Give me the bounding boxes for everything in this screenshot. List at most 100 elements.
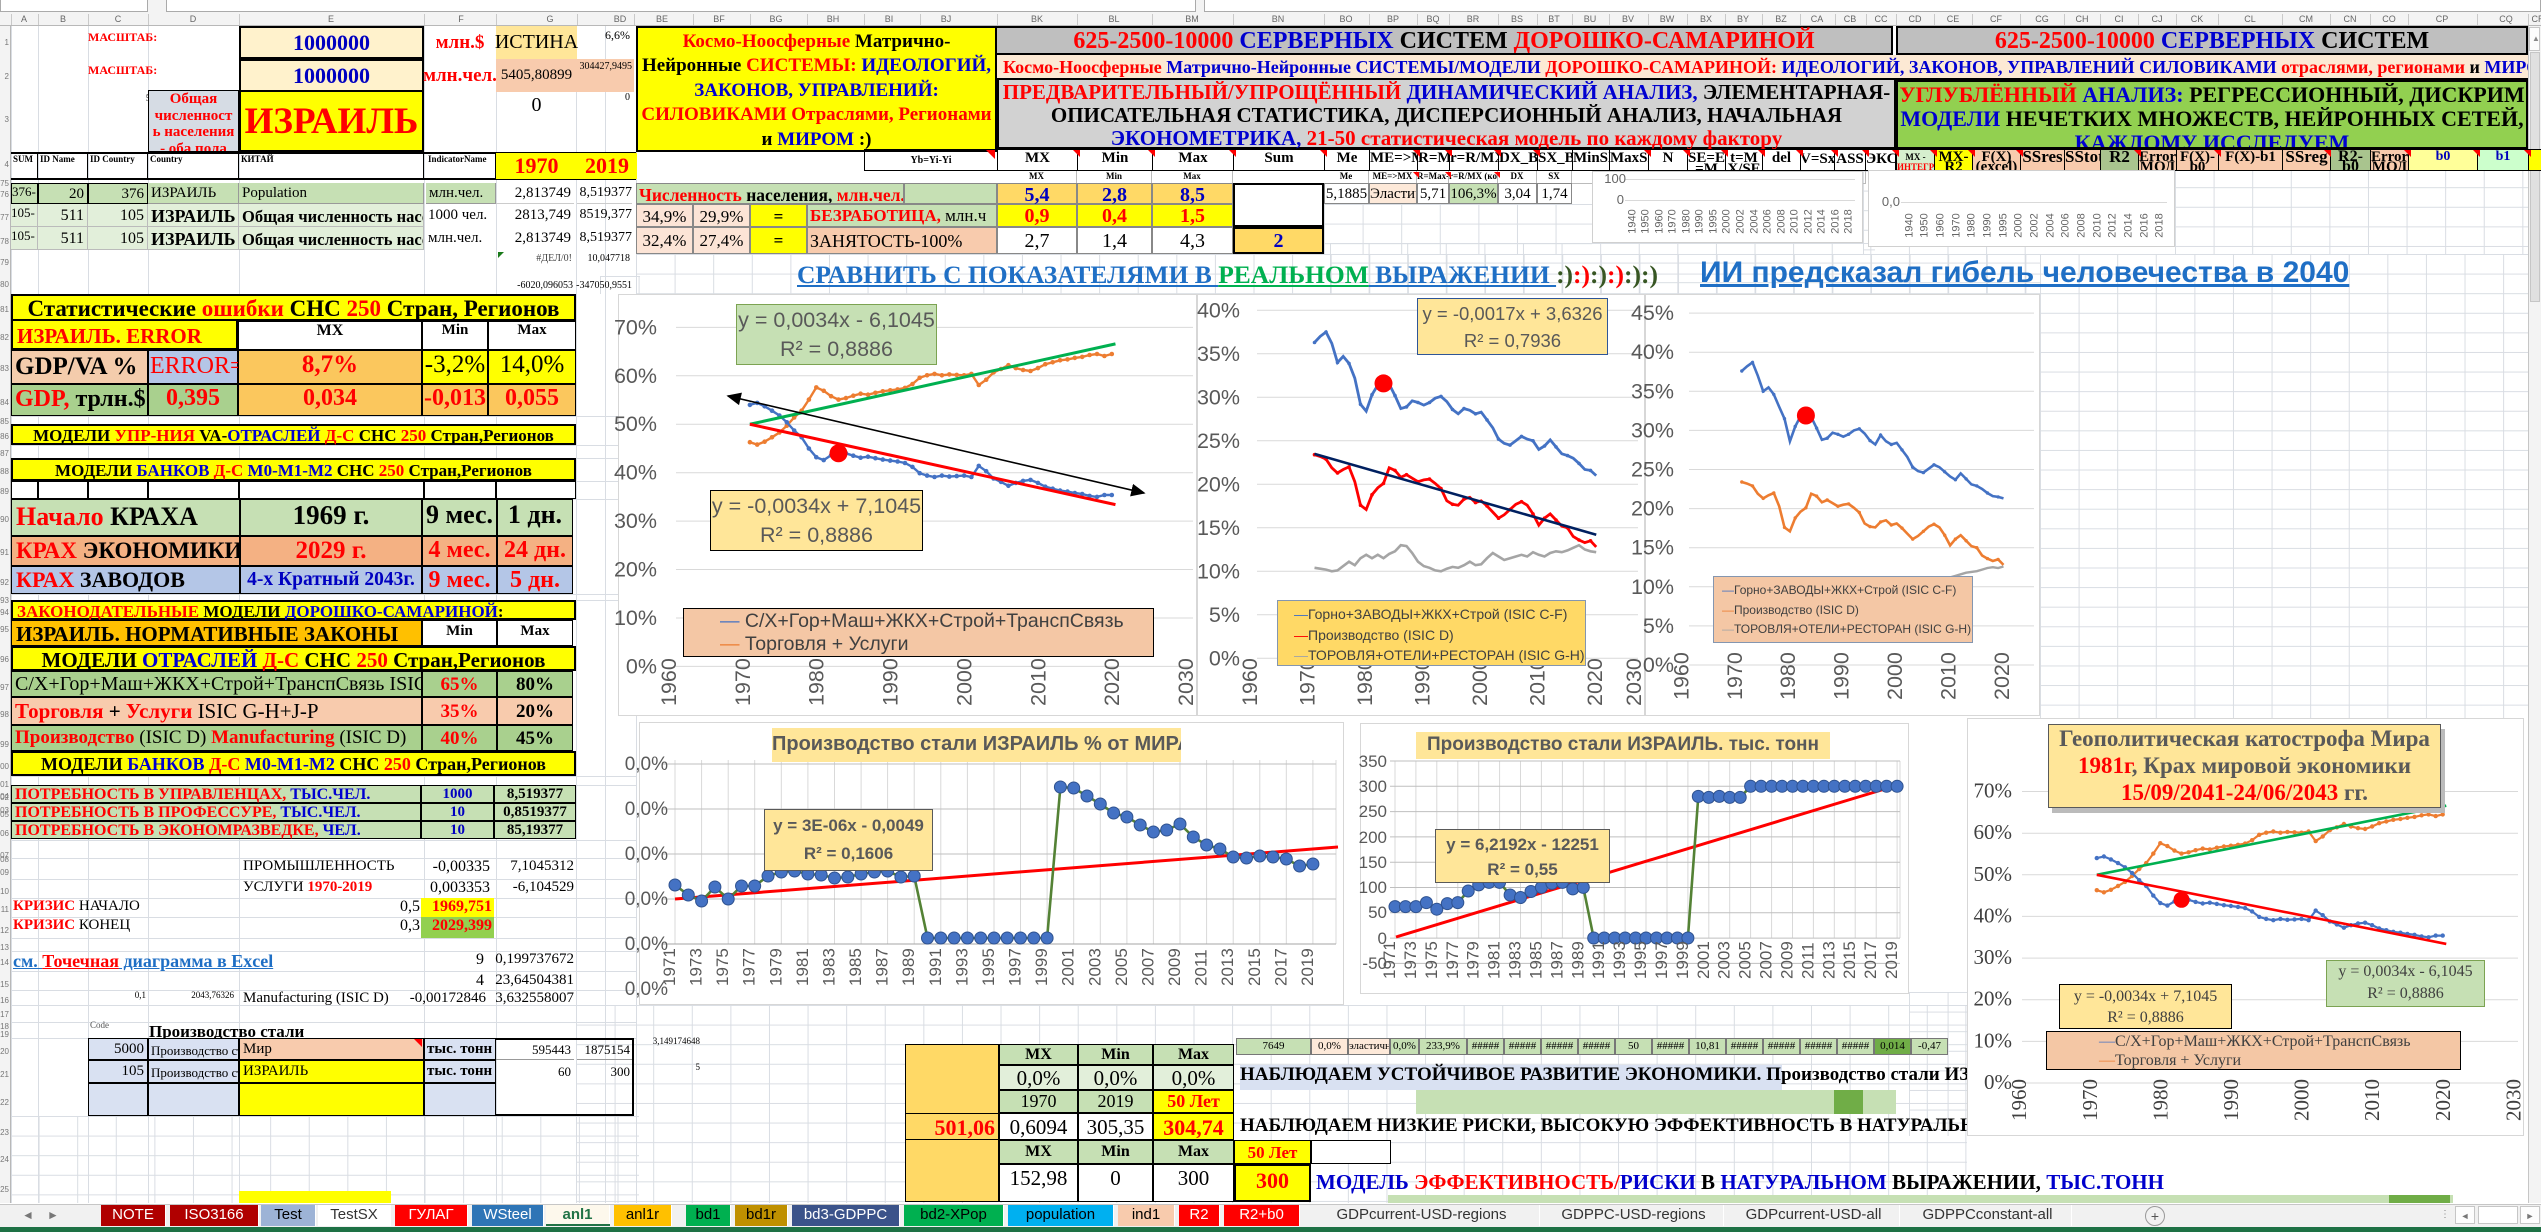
svg-text:2001: 2001 bbox=[1059, 948, 1078, 986]
svg-text:1999: 1999 bbox=[1673, 941, 1692, 979]
svg-text:1985: 1985 bbox=[846, 948, 865, 986]
svg-text:1983: 1983 bbox=[820, 948, 839, 986]
svg-text:2020: 2020 bbox=[1583, 658, 1607, 706]
svg-text:1973: 1973 bbox=[1401, 941, 1420, 979]
svg-text:5%: 5% bbox=[1643, 614, 1674, 638]
svg-text:10%: 10% bbox=[1974, 1028, 2013, 1052]
svg-text:0,0%: 0,0% bbox=[625, 934, 668, 955]
svg-text:2003: 2003 bbox=[1715, 941, 1734, 979]
svg-text:40%: 40% bbox=[1197, 298, 1240, 322]
svg-text:1990: 1990 bbox=[879, 658, 903, 706]
svg-text:1980: 1980 bbox=[805, 658, 829, 706]
svg-text:0,0%: 0,0% bbox=[625, 844, 668, 865]
svg-text:25%: 25% bbox=[1197, 429, 1240, 453]
svg-text:2000: 2000 bbox=[1883, 652, 1907, 700]
svg-text:60%: 60% bbox=[1974, 820, 2013, 844]
svg-text:1990: 1990 bbox=[2219, 1079, 2243, 1121]
svg-text:2007: 2007 bbox=[1138, 948, 1157, 986]
svg-text:20%: 20% bbox=[1974, 987, 2013, 1011]
svg-text:1990: 1990 bbox=[1830, 652, 1854, 700]
svg-text:1960: 1960 bbox=[1238, 658, 1262, 706]
svg-text:40%: 40% bbox=[1974, 903, 2013, 927]
svg-text:2015: 2015 bbox=[1840, 941, 1859, 979]
svg-text:2009: 2009 bbox=[1165, 948, 1184, 986]
svg-text:1991: 1991 bbox=[926, 948, 945, 986]
svg-text:1981: 1981 bbox=[793, 948, 812, 986]
svg-text:30%: 30% bbox=[1197, 385, 1240, 409]
svg-text:35%: 35% bbox=[1631, 379, 1674, 403]
svg-text:15%: 15% bbox=[1197, 516, 1240, 540]
svg-text:40%: 40% bbox=[1631, 340, 1674, 364]
svg-text:1990: 1990 bbox=[1411, 658, 1435, 706]
svg-text:30%: 30% bbox=[1631, 418, 1674, 442]
svg-text:150: 150 bbox=[1359, 853, 1387, 872]
svg-text:1983: 1983 bbox=[1506, 941, 1525, 979]
svg-text:2020: 2020 bbox=[1990, 652, 2014, 700]
svg-text:45%: 45% bbox=[1631, 301, 1674, 325]
svg-text:100: 100 bbox=[1359, 878, 1387, 897]
svg-text:30%: 30% bbox=[614, 509, 657, 533]
svg-text:2015: 2015 bbox=[1245, 948, 1264, 986]
svg-text:20%: 20% bbox=[1631, 497, 1674, 521]
svg-text:40%: 40% bbox=[614, 461, 657, 485]
svg-text:1997: 1997 bbox=[1652, 941, 1671, 979]
svg-text:1979: 1979 bbox=[766, 948, 785, 986]
svg-text:35%: 35% bbox=[1197, 342, 1240, 366]
svg-text:1981: 1981 bbox=[1485, 941, 1504, 979]
svg-text:0: 0 bbox=[1378, 929, 1387, 948]
svg-text:1985: 1985 bbox=[1526, 941, 1545, 979]
svg-text:250: 250 bbox=[1359, 802, 1387, 821]
svg-text:350: 350 bbox=[1359, 752, 1387, 771]
svg-text:2030: 2030 bbox=[1174, 658, 1198, 706]
svg-text:2011: 2011 bbox=[1192, 949, 1211, 986]
svg-text:2020: 2020 bbox=[1100, 658, 1124, 706]
svg-text:0%: 0% bbox=[1984, 1070, 2012, 1094]
svg-text:20%: 20% bbox=[614, 558, 657, 582]
svg-text:2019: 2019 bbox=[1882, 941, 1901, 979]
svg-text:0,0%: 0,0% bbox=[625, 889, 668, 910]
svg-text:1975: 1975 bbox=[713, 948, 732, 986]
svg-text:1997: 1997 bbox=[1006, 948, 1025, 986]
svg-text:1980: 1980 bbox=[2148, 1079, 2172, 1121]
svg-text:1993: 1993 bbox=[952, 948, 971, 986]
svg-text:1960: 1960 bbox=[1669, 652, 1693, 700]
svg-text:1970: 1970 bbox=[1723, 652, 1747, 700]
svg-text:2030: 2030 bbox=[2501, 1079, 2525, 1121]
svg-text:1991: 1991 bbox=[1589, 941, 1608, 979]
svg-text:60%: 60% bbox=[614, 364, 657, 388]
svg-text:2017: 2017 bbox=[1271, 948, 1290, 986]
svg-text:0,0%: 0,0% bbox=[625, 799, 668, 820]
svg-text:25%: 25% bbox=[1631, 458, 1674, 482]
svg-text:1999: 1999 bbox=[1032, 948, 1051, 986]
svg-text:1995: 1995 bbox=[979, 948, 998, 986]
svg-text:2000: 2000 bbox=[1468, 658, 1492, 706]
svg-text:2010: 2010 bbox=[1526, 658, 1550, 706]
svg-text:2009: 2009 bbox=[1778, 941, 1797, 979]
svg-text:50%: 50% bbox=[614, 412, 657, 436]
svg-text:1979: 1979 bbox=[1464, 941, 1483, 979]
svg-text:2010: 2010 bbox=[1026, 658, 1050, 706]
svg-text:2013: 2013 bbox=[1218, 948, 1237, 986]
svg-text:0%: 0% bbox=[1643, 653, 1674, 677]
svg-text:50: 50 bbox=[1368, 903, 1387, 922]
svg-text:1960: 1960 bbox=[657, 658, 681, 706]
svg-text:70%: 70% bbox=[614, 315, 657, 339]
svg-text:2003: 2003 bbox=[1085, 948, 1104, 986]
svg-text:200: 200 bbox=[1359, 828, 1387, 847]
svg-text:1977: 1977 bbox=[1443, 941, 1462, 979]
svg-text:50%: 50% bbox=[1974, 862, 2013, 886]
svg-text:1977: 1977 bbox=[740, 948, 759, 986]
svg-text:1989: 1989 bbox=[1568, 941, 1587, 979]
svg-text:2030: 2030 bbox=[1622, 658, 1646, 706]
svg-text:2017: 2017 bbox=[1861, 941, 1880, 979]
svg-text:2013: 2013 bbox=[1819, 941, 1838, 979]
svg-text:300: 300 bbox=[1359, 777, 1387, 796]
svg-text:1970: 1970 bbox=[731, 658, 755, 706]
svg-text:0%: 0% bbox=[1209, 646, 1240, 670]
svg-text:10%: 10% bbox=[614, 606, 657, 630]
svg-text:2005: 2005 bbox=[1112, 948, 1131, 986]
svg-text:1989: 1989 bbox=[899, 948, 918, 986]
svg-text:10%: 10% bbox=[1197, 559, 1240, 583]
svg-text:2007: 2007 bbox=[1757, 941, 1776, 979]
svg-text:10%: 10% bbox=[1631, 575, 1674, 599]
